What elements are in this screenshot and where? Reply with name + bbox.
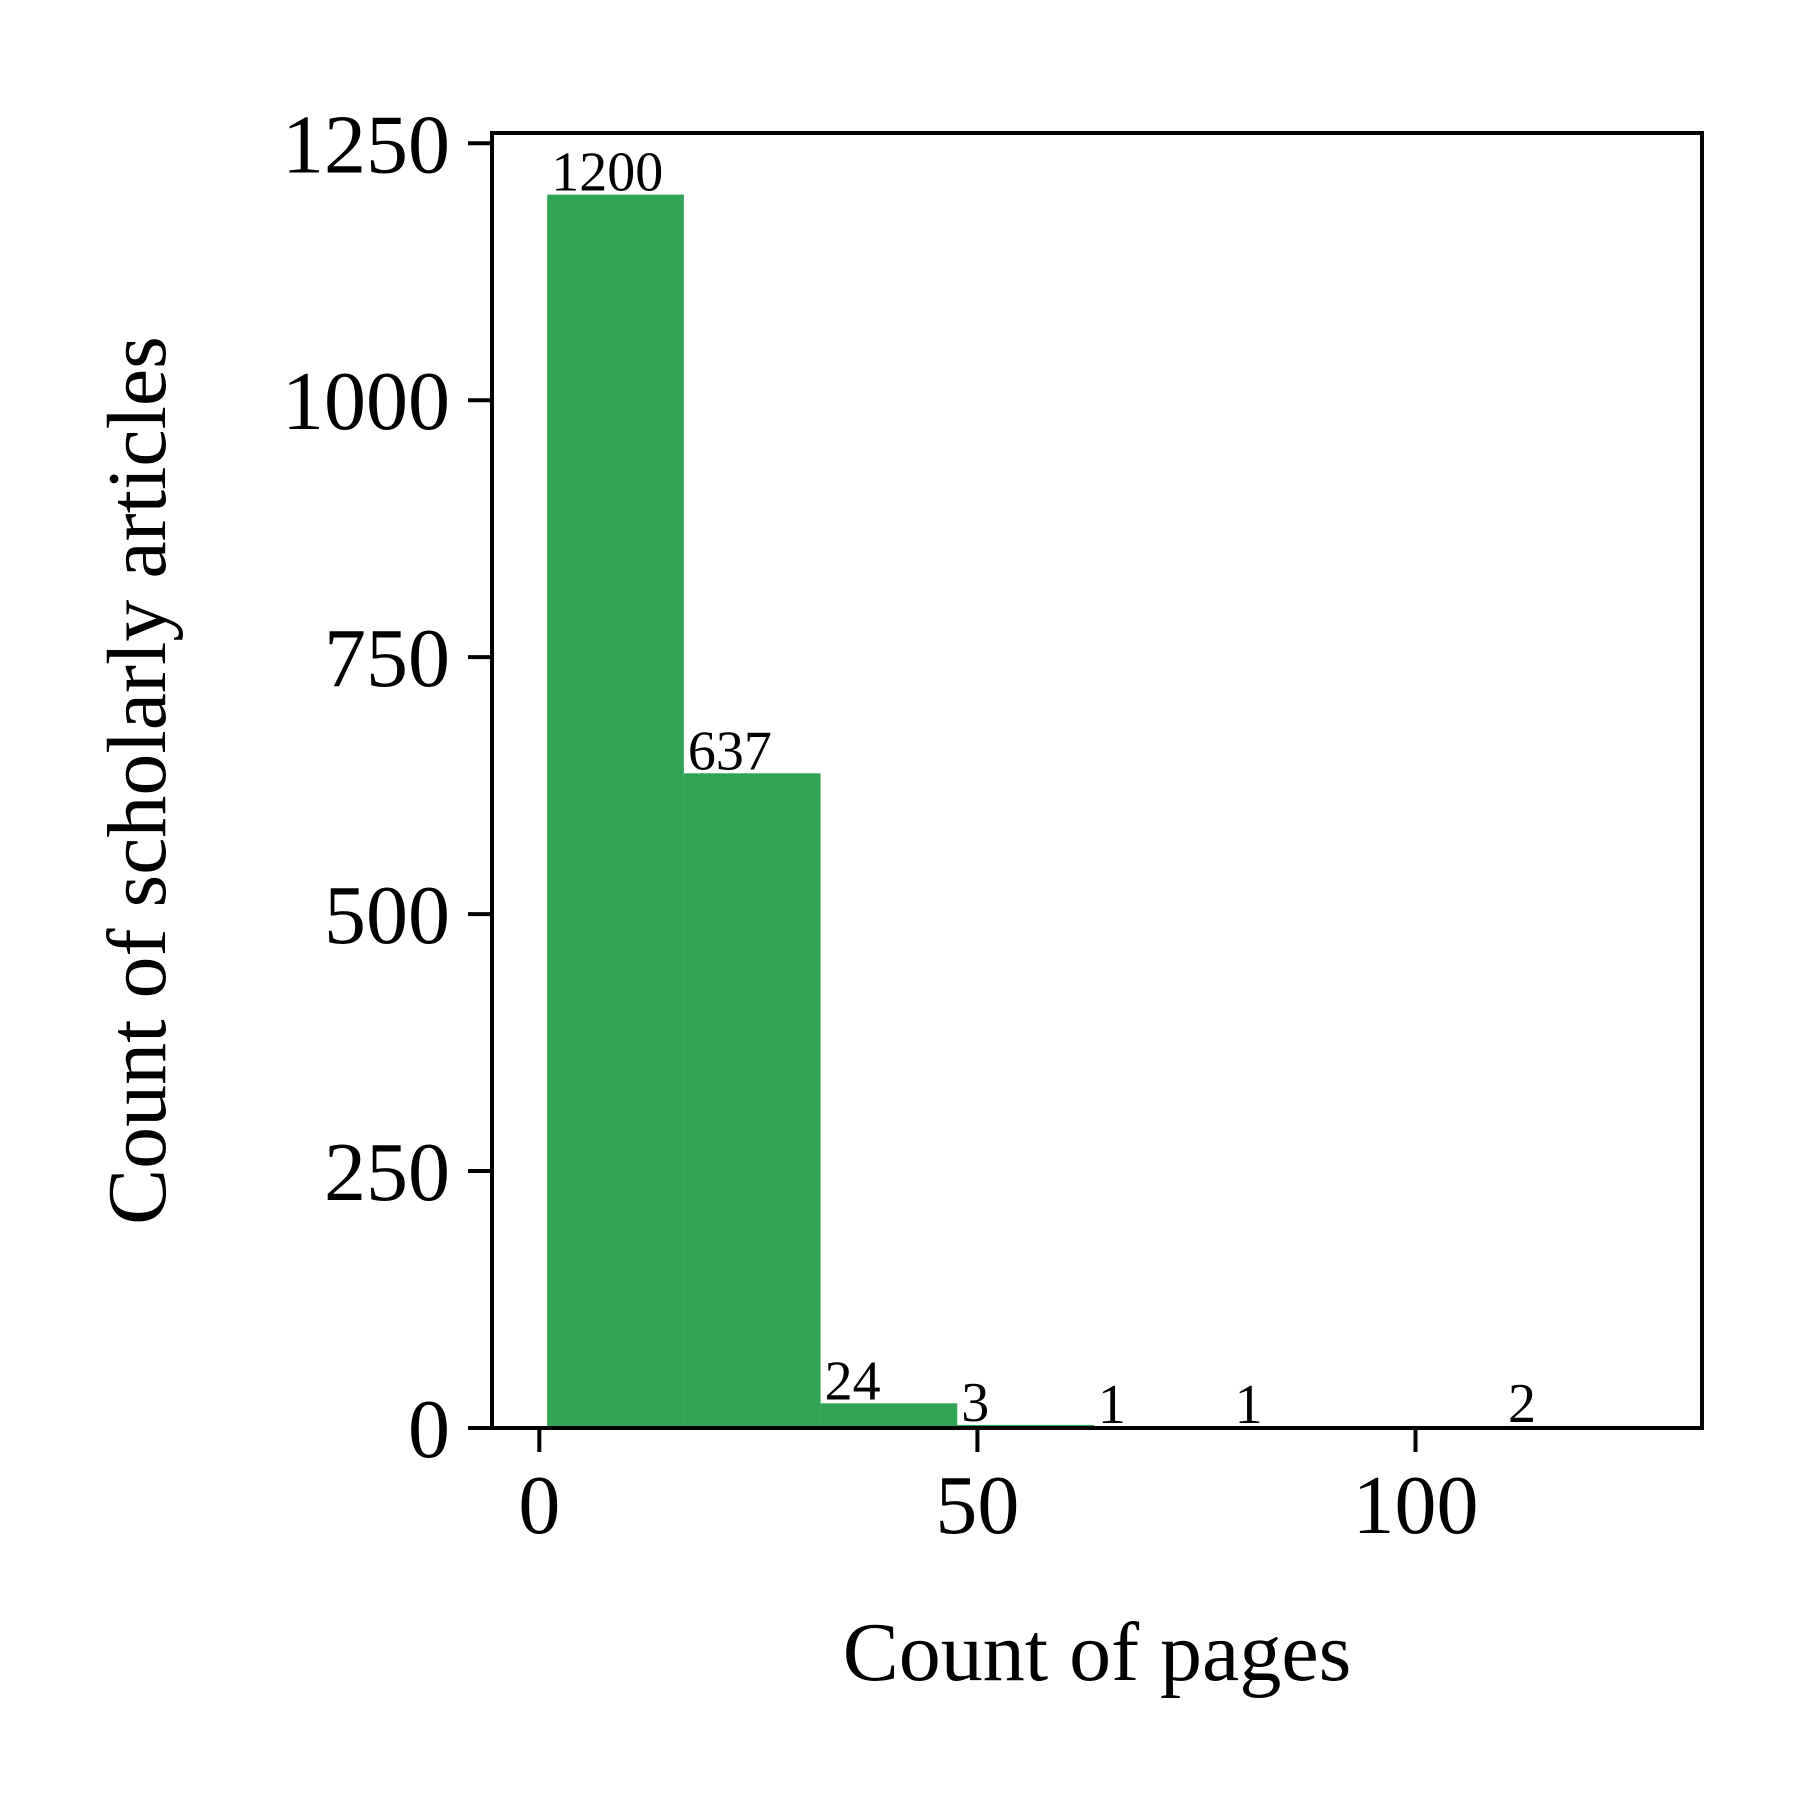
x-tick-label: 100 [1352,1459,1478,1552]
bar-value-label: 3 [961,1372,989,1434]
y-tick-label: 500 [324,869,450,962]
y-tick-label: 1000 [282,355,450,448]
bar-labels-layer: 1200 637 24 3 1 1 2 [551,142,1536,1436]
bar-value-label: 637 [688,720,772,782]
x-axis-title: Count of pages [843,1606,1352,1699]
bars-layer [547,194,1641,1429]
y-tick-label: 250 [324,1126,450,1219]
plot-frame [490,131,1704,1430]
x-tick-label: 0 [518,1459,560,1552]
x-tick-label: 50 [935,1459,1019,1552]
histogram-bar [683,773,821,1428]
bar-value-label: 1200 [551,142,663,204]
bar-value-label: 24 [825,1350,881,1412]
bar-value-label: 1 [1235,1374,1263,1436]
y-tick-label: 0 [408,1383,450,1476]
y-axis-ticks: 0 250 500 750 1000 1250 [282,98,492,1476]
y-tick-label: 750 [324,612,450,705]
y-axis-title: Count of scholarly articles [91,336,184,1225]
x-axis-ticks: 0 50 100 [518,1428,1478,1552]
histogram-bar [547,194,684,1429]
histogram-bar [820,1403,958,1428]
bar-value-label: 1 [1098,1374,1126,1436]
bar-value-label: 2 [1508,1373,1536,1435]
y-tick-label: 1250 [282,98,450,191]
